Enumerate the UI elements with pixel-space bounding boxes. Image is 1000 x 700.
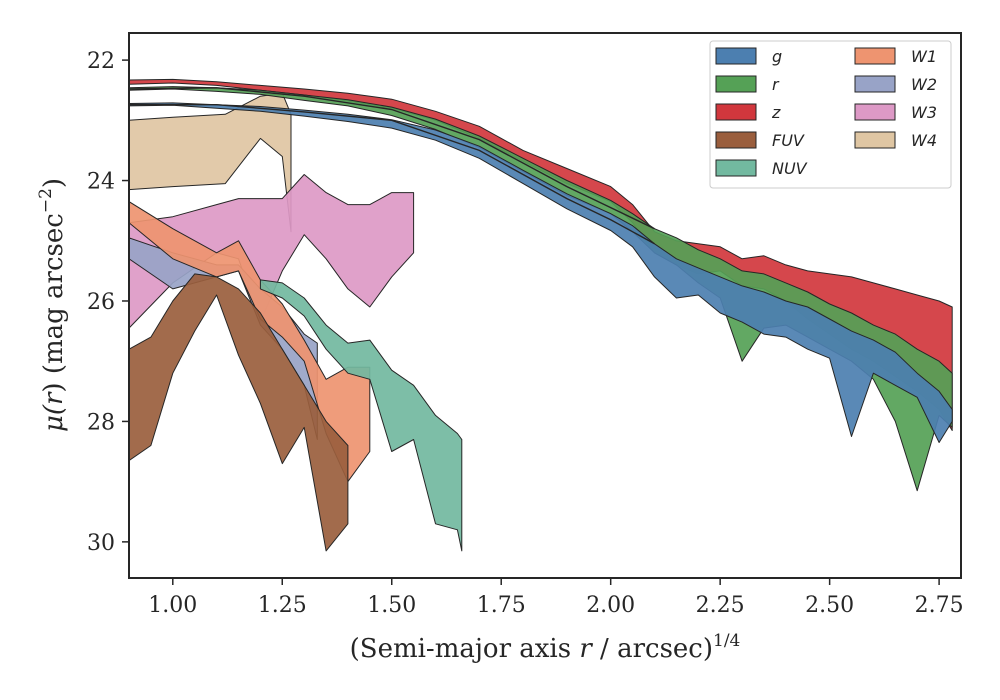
x-axis-label: (Semi-major axis r / arcsec)1/4 xyxy=(350,631,741,664)
series-layer xyxy=(129,78,953,552)
legend-swatch-fuv xyxy=(715,131,757,149)
line-r-profile xyxy=(129,87,655,230)
band-fuv xyxy=(129,273,349,552)
legend-label-g: g xyxy=(772,47,782,66)
x-tick-label: 2.00 xyxy=(586,593,635,618)
legend-label-fuv: FUV xyxy=(772,131,805,150)
legend-swatch-g xyxy=(715,47,757,65)
x-tick-label: 1.75 xyxy=(477,593,526,618)
plot-frame xyxy=(128,32,962,579)
x-tick-label: 2.75 xyxy=(915,593,964,618)
x-tick-label: 1.25 xyxy=(258,593,307,618)
legend-swatch-z xyxy=(715,103,757,121)
x-tick-label: 1.00 xyxy=(148,593,197,618)
legend: grz FUV NUV W1 W2 W3 W4 xyxy=(709,40,952,189)
y-tick-label: 24 xyxy=(87,170,115,195)
legend-swatch-w2 xyxy=(854,75,896,93)
x-tick-label: 2.25 xyxy=(696,593,745,618)
legend-label-w3: W3 xyxy=(911,103,937,122)
legend-label-nuv: NUV xyxy=(772,159,808,178)
legend-label-z: z xyxy=(771,103,781,122)
y-tick-label: 30 xyxy=(87,531,115,556)
x-tick-label: 2.50 xyxy=(805,593,854,618)
y-axis-label: μ(r) (mag arcsec−2) xyxy=(36,178,69,432)
legend-swatch-w1 xyxy=(854,47,896,65)
y-tick-label: 26 xyxy=(87,290,115,315)
band-g xyxy=(129,102,953,443)
tick-layer: 1.00 1.25 1.50 1.75 2.00 2.25 2.50 2.75 22 24 26 28… xyxy=(87,49,964,618)
y-tick-label: 28 xyxy=(87,410,115,435)
legend-label-w4: W4 xyxy=(911,131,937,150)
legend-label-w2: W2 xyxy=(911,75,937,94)
legend-label-r: r xyxy=(772,75,780,94)
legend-swatch-w4 xyxy=(854,131,896,149)
line-g-profile xyxy=(129,103,655,245)
legend-swatch-r xyxy=(715,75,757,93)
legend-swatch-nuv xyxy=(715,159,757,177)
band-nuv xyxy=(259,279,463,552)
x-tick-label: 1.50 xyxy=(367,593,416,618)
legend-swatch-w3 xyxy=(854,103,896,121)
y-tick-label: 22 xyxy=(87,49,115,74)
legend-label-w1: W1 xyxy=(911,47,937,66)
